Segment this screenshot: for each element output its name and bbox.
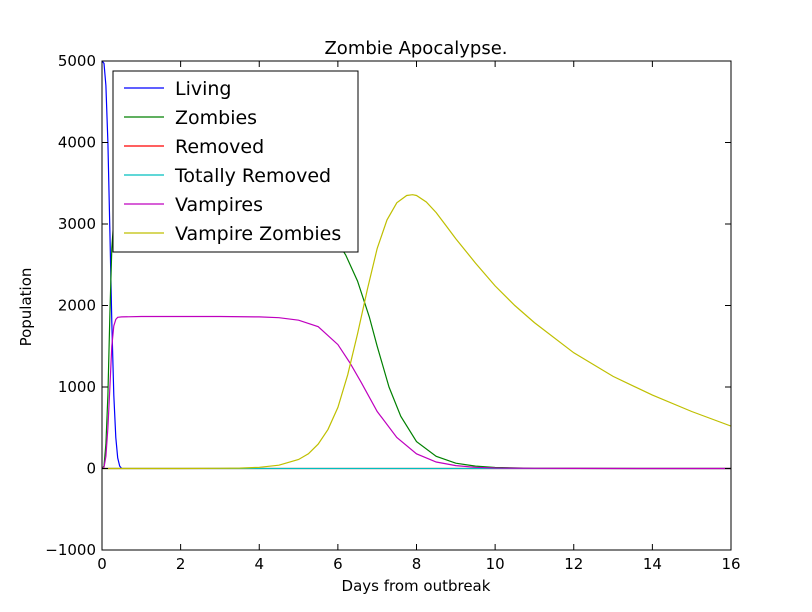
chart-title: Zombie Apocalypse. xyxy=(324,38,507,59)
legend-label: Totally Removed xyxy=(174,165,331,187)
y-tick-label: 5000 xyxy=(58,52,96,70)
legend-label: Living xyxy=(175,78,232,100)
x-tick-label: 8 xyxy=(412,555,422,573)
y-axis-label: Population xyxy=(17,268,35,347)
legend-label: Vampires xyxy=(175,194,263,216)
x-tick-label: 2 xyxy=(176,555,186,573)
x-tick-label: 10 xyxy=(486,555,505,573)
x-tick-label: 4 xyxy=(254,555,264,573)
legend-label: Vampire Zombies xyxy=(175,223,341,245)
series-line-living xyxy=(102,61,123,469)
y-tick-label: 2000 xyxy=(58,297,96,315)
x-tick-label: 14 xyxy=(643,555,662,573)
y-tick-label: 3000 xyxy=(58,215,96,233)
x-tick-label: 12 xyxy=(564,555,583,573)
y-tick-label: 4000 xyxy=(58,134,96,152)
series-line-vampire-zombies xyxy=(102,194,731,470)
legend-box xyxy=(112,70,359,253)
y-tick-label: 0 xyxy=(86,460,96,478)
x-axis-label: Days from outbreak xyxy=(342,577,491,595)
x-tick-label: 6 xyxy=(333,555,343,573)
series-line-vampires xyxy=(102,315,731,470)
x-tick-label: 0 xyxy=(97,555,107,573)
legend-label: Removed xyxy=(175,136,264,158)
legend: Living Zombies Removed Totally Removed Vampi… xyxy=(112,70,359,253)
x-tick-label: 16 xyxy=(721,555,740,573)
legend-label: Zombies xyxy=(175,107,257,129)
y-tick-label: −1000 xyxy=(45,541,96,559)
y-tick-label: 1000 xyxy=(58,378,96,396)
